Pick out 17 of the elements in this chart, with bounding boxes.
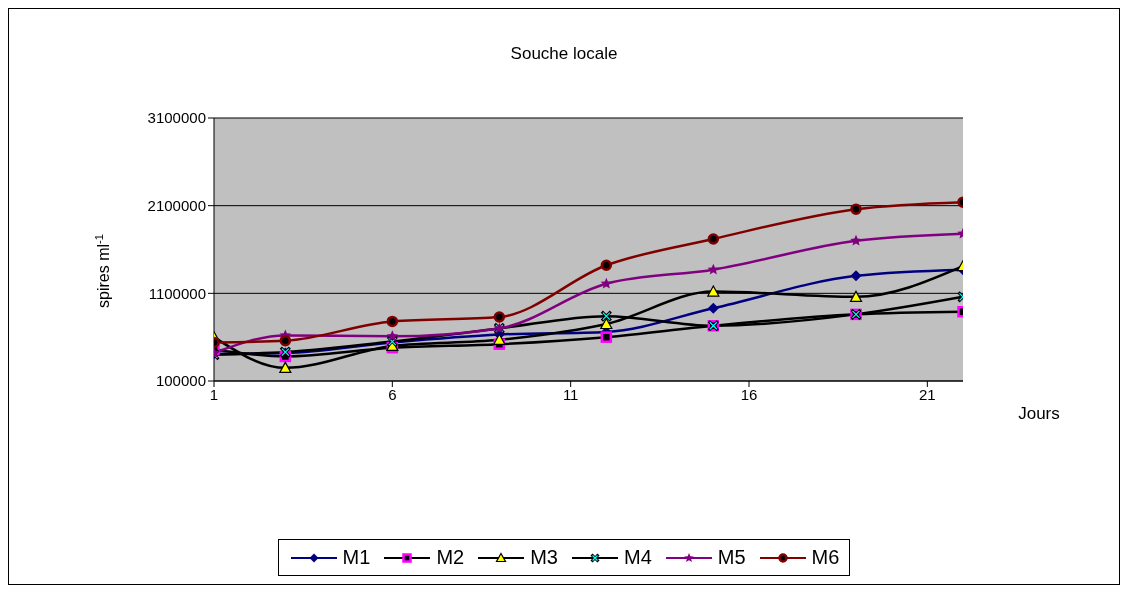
legend-label: M5 xyxy=(717,546,746,569)
legend-label: M6 xyxy=(811,546,840,569)
chart-title: Souche locale xyxy=(510,44,618,63)
y-tick-label: 2100000 xyxy=(147,196,206,214)
x-tick-label: 11 xyxy=(562,385,579,403)
legend-label: M1 xyxy=(342,546,371,569)
x-tick-label: 1 xyxy=(209,385,219,403)
x-tick-label: 16 xyxy=(740,385,758,403)
y-tick-label: 1100000 xyxy=(148,284,206,302)
x-tick-label: 21 xyxy=(918,385,936,403)
y-tick-label: 100000 xyxy=(155,372,206,390)
y-tick-label: 3100000 xyxy=(147,109,206,127)
legend-label: M3 xyxy=(530,546,558,569)
x-axis-title: Jours xyxy=(1018,404,1060,423)
legend-label: M4 xyxy=(624,546,652,569)
x-tick-label: 6 xyxy=(388,385,397,403)
legend-label: M2 xyxy=(436,546,465,569)
